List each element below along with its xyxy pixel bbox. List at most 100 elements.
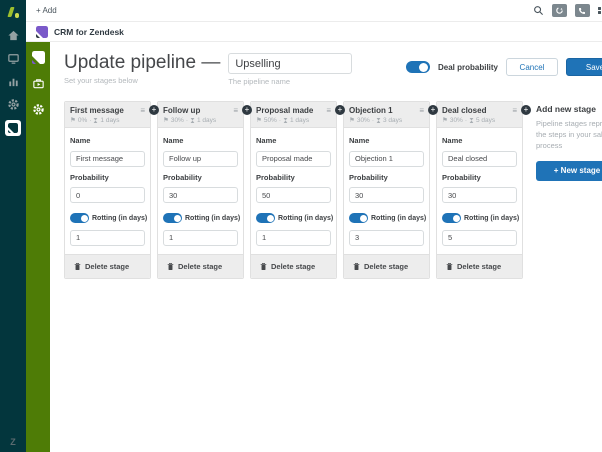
rotting-toggle[interactable] bbox=[163, 213, 182, 223]
stage-summary: ⚑ 30% · 3 days bbox=[349, 116, 403, 125]
stage-name-input[interactable] bbox=[256, 150, 331, 167]
stage-title: First message bbox=[70, 106, 124, 115]
flag-icon: ⚑ bbox=[256, 117, 262, 124]
content-row: Update pipeline — Set your stages below … bbox=[26, 42, 602, 452]
stage-probability-input[interactable] bbox=[442, 187, 517, 203]
drag-handle-icon[interactable]: ≡ bbox=[512, 105, 517, 115]
name-label: Name bbox=[256, 136, 277, 145]
add-stage-between-button[interactable]: + bbox=[521, 105, 531, 115]
pipeline-stages: + First message ≡ ⚑ 0% · 1 days bbox=[64, 101, 602, 279]
stage-probability-input[interactable] bbox=[70, 187, 145, 203]
topbar-actions bbox=[533, 4, 602, 17]
new-stage-button[interactable]: + New stage bbox=[536, 160, 602, 181]
rotting-toggle[interactable] bbox=[256, 213, 275, 223]
sidebar-item-support[interactable] bbox=[6, 51, 21, 65]
sidebar-item-settings[interactable] bbox=[6, 97, 21, 111]
name-label: Name bbox=[349, 136, 370, 145]
stage-rotting-input[interactable] bbox=[442, 229, 517, 246]
stage-rotting-input[interactable] bbox=[70, 229, 145, 246]
topbar: + Add bbox=[26, 0, 602, 22]
delete-stage-button[interactable]: Delete stage bbox=[437, 253, 522, 278]
delete-stage-button[interactable]: Delete stage bbox=[251, 253, 336, 278]
sidebar-item-home[interactable] bbox=[6, 28, 21, 42]
app-rail-home[interactable] bbox=[31, 51, 45, 64]
stage-column: + Objection 1 ≡ ⚑ 30% · 3 days bbox=[343, 101, 438, 279]
stage-title: Follow up bbox=[163, 106, 201, 115]
stage-column: + Follow up ≡ ⚑ 30% · 1 days bbox=[157, 101, 252, 279]
main-content: Update pipeline — Set your stages below … bbox=[50, 42, 602, 452]
rotting-icon bbox=[283, 117, 288, 123]
rotting-label: Rotting (in days) bbox=[185, 214, 241, 222]
deal-probability-label: Deal probability bbox=[437, 62, 498, 72]
crm-app-icon bbox=[36, 25, 48, 38]
add-stage-between-button[interactable]: + bbox=[335, 105, 345, 115]
app-settings-gear-icon[interactable] bbox=[32, 103, 45, 116]
cancel-button[interactable]: Cancel bbox=[506, 58, 558, 76]
sidebar-item-reports[interactable] bbox=[6, 74, 21, 88]
search-icon[interactable] bbox=[533, 5, 544, 16]
header-controls: Deal probability Cancel Save bbox=[405, 58, 602, 76]
delete-stage-button[interactable]: Delete stage bbox=[65, 253, 150, 278]
stage-probability-input[interactable] bbox=[163, 187, 238, 203]
trash-icon bbox=[74, 262, 81, 270]
delete-stage-button[interactable]: Delete stage bbox=[344, 253, 429, 278]
probability-label: Probability bbox=[163, 172, 202, 182]
rotting-label: Rotting (in days) bbox=[92, 214, 148, 222]
add-button[interactable]: + Add bbox=[36, 6, 57, 15]
trash-icon bbox=[260, 262, 267, 270]
sync-icon bbox=[555, 7, 563, 14]
stage-summary: ⚑ 30% · 1 days bbox=[163, 116, 217, 125]
stage-title: Deal closed bbox=[442, 106, 487, 115]
deal-probability-toggle[interactable] bbox=[405, 61, 430, 73]
flag-icon: ⚑ bbox=[163, 117, 169, 124]
add-stage-between-button[interactable]: + bbox=[242, 105, 252, 115]
rotting-toggle[interactable] bbox=[349, 213, 368, 223]
add-stage-between-button[interactable]: + bbox=[428, 105, 438, 115]
stage-name-input[interactable] bbox=[442, 150, 517, 167]
stage-body: Name Probability Rotting (in days) bbox=[344, 128, 429, 254]
stage-rotting-input[interactable] bbox=[256, 229, 331, 246]
stage-summary: ⚑ 30% · 5 days bbox=[442, 116, 496, 125]
stage-summary: ⚑ 50% · 1 days bbox=[256, 116, 310, 125]
rotting-icon bbox=[94, 117, 98, 123]
phone-icon bbox=[579, 7, 585, 14]
drag-handle-icon[interactable]: ≡ bbox=[140, 105, 145, 115]
stage-name-input[interactable] bbox=[163, 150, 238, 167]
main-column: + Add CRM for Zendesk bbox=[26, 0, 602, 452]
briefcase-icon[interactable] bbox=[32, 77, 45, 90]
name-label: Name bbox=[70, 136, 91, 145]
delete-stage-button[interactable]: Delete stage bbox=[158, 253, 243, 278]
name-label: Name bbox=[163, 136, 184, 145]
drag-handle-icon[interactable]: ≡ bbox=[326, 105, 331, 115]
flag-icon: ⚑ bbox=[349, 117, 355, 124]
stage-probability-input[interactable] bbox=[349, 187, 424, 203]
apps-grid-icon[interactable] bbox=[597, 6, 602, 15]
drag-handle-icon[interactable]: ≡ bbox=[419, 105, 424, 115]
phone-button[interactable] bbox=[574, 4, 590, 17]
drag-handle-icon[interactable]: ≡ bbox=[233, 105, 238, 115]
save-button[interactable]: Save bbox=[566, 58, 602, 76]
rotting-toggle[interactable] bbox=[442, 213, 461, 223]
stage-body: Name Probability Rotting (in days) bbox=[65, 128, 150, 254]
name-label: Name bbox=[442, 136, 463, 145]
trash-icon bbox=[446, 262, 453, 270]
stage-name-input[interactable] bbox=[349, 150, 424, 167]
stage-rotting-input[interactable] bbox=[163, 229, 238, 246]
pipeline-name-input[interactable] bbox=[228, 53, 353, 74]
app-sidebar bbox=[26, 42, 50, 452]
rotting-toggle[interactable] bbox=[70, 213, 89, 223]
stage-rotting-input[interactable] bbox=[349, 229, 424, 246]
app-title: CRM for Zendesk bbox=[54, 26, 124, 37]
rotting-icon bbox=[376, 117, 381, 123]
stage-name-input[interactable] bbox=[70, 150, 145, 167]
monitor-icon bbox=[7, 53, 19, 64]
rotting-icon bbox=[469, 117, 474, 123]
probability-label: Probability bbox=[349, 172, 388, 182]
add-new-stage-panel: Add new stage Pipeline stages represent … bbox=[536, 101, 602, 181]
add-stage-between-button[interactable]: + bbox=[149, 105, 159, 115]
sidebar-item-crm-app-active[interactable] bbox=[5, 120, 21, 136]
probability-label: Probability bbox=[442, 172, 481, 182]
stage-probability-input[interactable] bbox=[256, 187, 331, 203]
sync-button[interactable] bbox=[551, 4, 567, 17]
